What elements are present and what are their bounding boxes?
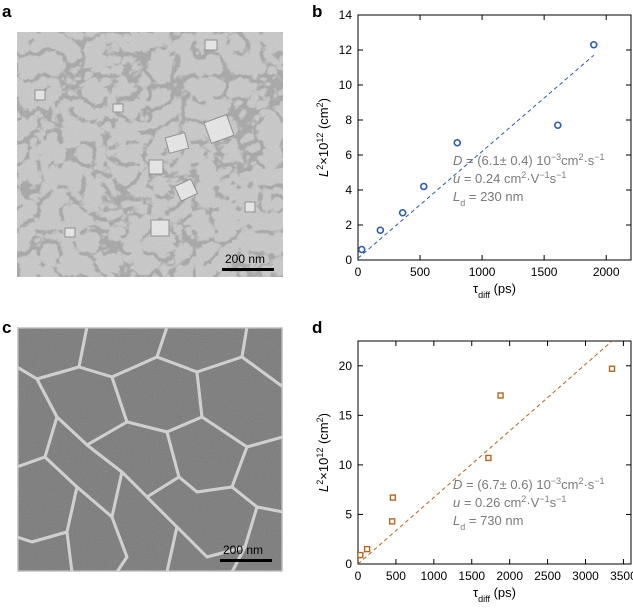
data-point-d-2 [388,518,396,525]
plot-frame-b [357,14,632,261]
plot-frame-d [357,340,632,565]
panel-letter-b: b [312,2,323,21]
x-tick-label-d-2: 1000 [420,569,447,583]
y-tick-label-b-7: 14 [339,8,353,22]
y-tick-label-b-1: 2 [345,218,352,232]
data-point-d-0 [357,551,364,559]
annotation-Ld-b: Ld = 230 nm [453,189,523,208]
x-tick-label-d-3: 1500 [458,569,485,583]
x-tick-label-b-1: 500 [410,265,430,279]
chart-b: 0 500 1000 1500 2000 0 2 4 6 8 10 12 14 D = (6.1± 0.4… [315,8,632,300]
y-tick-label-d-2: 10 [339,458,353,472]
data-point-d-3 [389,494,397,501]
data-point-b-1 [376,226,385,235]
data-point-d-1 [363,545,371,553]
y-tick-label-b-2: 4 [345,183,352,197]
x-tick-label-d-1: 500 [386,569,406,583]
y-tick-label-d-0: 0 [345,557,352,571]
x-tick-label-b-0: 0 [355,265,362,279]
sem-image-a-texture [17,32,283,277]
annotation-u-d: u = 0.26 cm2·V−1s−1 [453,494,566,510]
fit-line-d [358,341,613,564]
y-axis-label-b: L2×1012 (cm2) [315,98,331,177]
x-tick-label-d-5: 2500 [534,569,561,583]
data-point-b-0 [357,245,366,254]
panel-letter-d: d [312,318,323,337]
data-point-b-4 [453,138,462,147]
data-point-d-4 [485,454,492,462]
annotation-Ld-d: Ld = 730 nm [453,513,523,532]
y-tick-label-b-0: 0 [345,253,352,267]
sem-image-c-texture [17,327,283,572]
y-tick-label-b-6: 12 [339,43,353,57]
data-point-b-3 [419,182,428,191]
scale-bar-c [220,559,272,562]
y-axis-label-d: L2×1012 (cm2) [315,413,331,492]
data-point-b-2 [398,208,407,217]
x-tick-label-d-6: 3000 [572,569,599,583]
y-tick-label-d-4: 20 [339,359,353,373]
annotation-u-b: u = 0.24 cm2·V−1s−1 [453,170,566,186]
panel-letter-a: a [2,2,12,21]
sem-image-c: 200 nm [17,327,283,572]
y-tick-label-b-4: 8 [345,113,352,127]
y-tick-label-b-3: 6 [345,148,352,162]
sem-image-a: 200 nm [17,32,283,277]
x-axis-label-b: τdiff (ps) [473,281,516,300]
fit-line-b [358,54,595,259]
data-point-b-6 [589,40,598,49]
x-axis-label-d: τdiff (ps) [473,585,516,604]
panel-letter-c: c [2,318,12,337]
data-point-d-6 [608,365,616,372]
scale-bar-label-a: 200 nm [225,252,266,266]
data-point-b-5 [553,121,562,130]
scale-bar-a [222,268,274,271]
x-tick-label-d-0: 0 [355,569,362,583]
data-point-d-5 [497,392,504,399]
y-tick-label-b-5: 10 [339,78,353,92]
y-tick-label-d-3: 15 [339,408,353,422]
x-tick-label-b-2: 1000 [469,265,496,279]
y-tick-label-d-1: 5 [345,507,352,521]
x-tick-label-b-3: 1500 [531,265,558,279]
scale-bar-label-c: 200 nm [223,543,264,557]
annotation-D-b: D = (6.1± 0.4) 10−3cm2·s−1 [453,152,605,168]
x-tick-label-d-4: 2000 [496,569,523,583]
annotation-D-d: D = (6.7± 0.6) 10−3cm2·s−1 [453,476,605,492]
x-tick-label-b-4: 2000 [593,265,620,279]
